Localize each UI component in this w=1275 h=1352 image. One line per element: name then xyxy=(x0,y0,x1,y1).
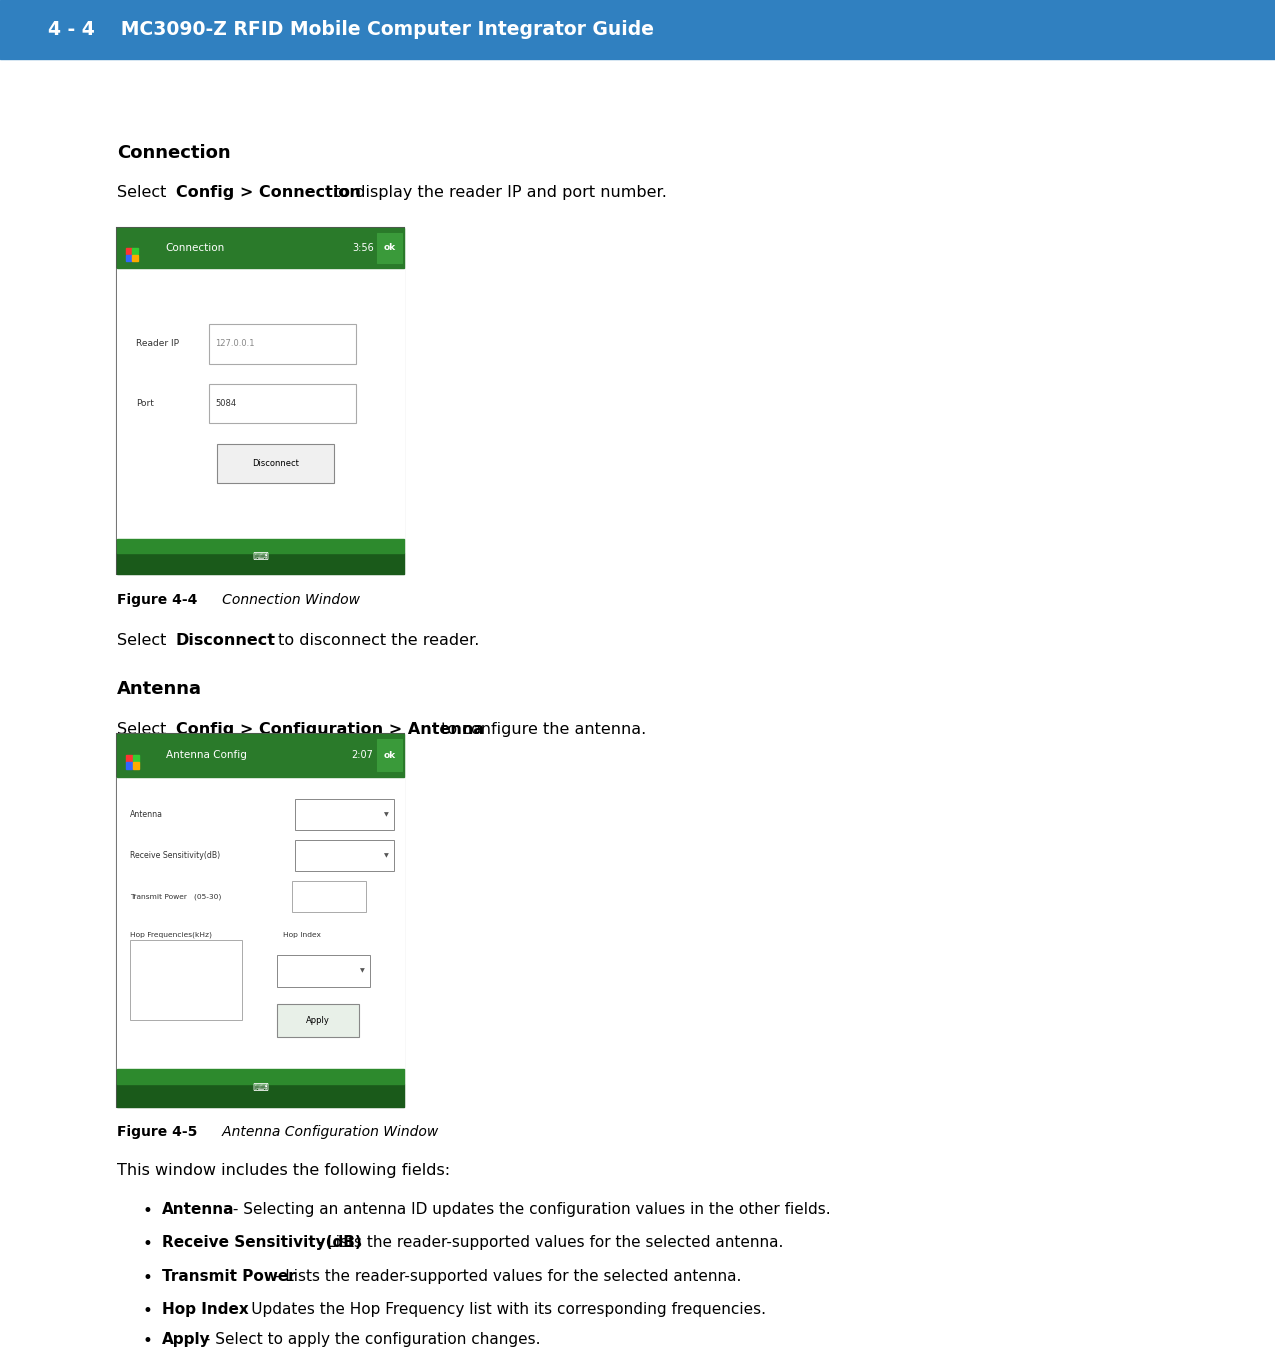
FancyBboxPatch shape xyxy=(295,799,394,830)
Text: - Updates the Hop Frequency list with its corresponding frequencies.: - Updates the Hop Frequency list with it… xyxy=(236,1302,766,1317)
Text: 3:56: 3:56 xyxy=(352,243,374,253)
Text: Select: Select xyxy=(117,633,172,648)
Text: Antenna Config: Antenna Config xyxy=(166,750,246,760)
Text: Select: Select xyxy=(117,185,172,200)
Text: ok: ok xyxy=(384,243,395,253)
Text: •: • xyxy=(143,1202,153,1220)
Text: This window includes the following fields:: This window includes the following field… xyxy=(117,1163,450,1178)
Text: Hop Index: Hop Index xyxy=(283,932,321,938)
Text: Hop Index: Hop Index xyxy=(162,1302,249,1317)
Bar xyxy=(0,0,1275,59)
Text: to disconnect the reader.: to disconnect the reader. xyxy=(273,633,479,648)
Bar xyxy=(117,734,404,776)
Text: Receive Sensitivity(dB): Receive Sensitivity(dB) xyxy=(162,1236,362,1251)
Text: to configure the antenna.: to configure the antenna. xyxy=(436,722,646,737)
Bar xyxy=(133,254,138,261)
Text: ▼: ▼ xyxy=(384,853,389,859)
Text: 4 - 4    MC3090-Z RFID Mobile Computer Integrator Guide: 4 - 4 MC3090-Z RFID Mobile Computer Inte… xyxy=(48,20,654,39)
Bar xyxy=(133,763,139,769)
Text: •: • xyxy=(143,1332,153,1349)
Bar xyxy=(126,249,131,254)
Text: Figure 4-4: Figure 4-4 xyxy=(117,592,198,607)
Text: to display the reader IP and port number.: to display the reader IP and port number… xyxy=(329,185,667,200)
Bar xyxy=(126,254,131,261)
Text: ▼: ▼ xyxy=(360,969,365,973)
Text: Connection: Connection xyxy=(166,243,224,253)
FancyBboxPatch shape xyxy=(217,443,334,483)
Bar xyxy=(126,756,133,761)
Text: Connection: Connection xyxy=(117,143,231,161)
Text: Connection Window: Connection Window xyxy=(209,592,360,607)
Bar xyxy=(117,553,404,575)
Bar xyxy=(117,776,404,1069)
Text: - Lists the reader-supported values for the selected antenna.: - Lists the reader-supported values for … xyxy=(270,1270,742,1284)
FancyBboxPatch shape xyxy=(209,324,356,364)
Text: ⌨: ⌨ xyxy=(252,552,269,562)
Bar xyxy=(126,763,133,769)
Text: - Lists the reader-supported values for the selected antenna.: - Lists the reader-supported values for … xyxy=(312,1236,784,1251)
Text: Antenna: Antenna xyxy=(117,680,203,698)
Text: Hop Frequencies(kHz): Hop Frequencies(kHz) xyxy=(130,932,212,938)
FancyBboxPatch shape xyxy=(209,384,356,423)
FancyBboxPatch shape xyxy=(295,840,394,872)
Text: Antenna: Antenna xyxy=(130,810,163,819)
Text: Disconnect: Disconnect xyxy=(176,633,275,648)
Text: •: • xyxy=(143,1236,153,1253)
FancyBboxPatch shape xyxy=(277,956,370,987)
Text: 5084: 5084 xyxy=(215,399,237,408)
FancyBboxPatch shape xyxy=(277,1003,360,1037)
Text: Config > Configuration > Antenna: Config > Configuration > Antenna xyxy=(176,722,484,737)
Text: •: • xyxy=(143,1270,153,1287)
Text: Port: Port xyxy=(136,399,154,408)
Text: - Selecting an antenna ID updates the configuration values in the other fields.: - Selecting an antenna ID updates the co… xyxy=(228,1202,831,1217)
Text: Reader IP: Reader IP xyxy=(136,339,180,349)
Bar xyxy=(117,1084,404,1106)
FancyBboxPatch shape xyxy=(292,880,366,913)
Text: ▼: ▼ xyxy=(384,813,389,817)
Text: Disconnect: Disconnect xyxy=(252,458,298,468)
Text: Receive Sensitivity(dB): Receive Sensitivity(dB) xyxy=(130,852,221,860)
Text: Antenna Configuration Window: Antenna Configuration Window xyxy=(209,1125,439,1140)
Text: Select: Select xyxy=(117,722,172,737)
Bar xyxy=(377,738,402,772)
Bar xyxy=(117,228,404,268)
FancyBboxPatch shape xyxy=(117,228,404,575)
Bar xyxy=(117,539,404,553)
Text: ⌨: ⌨ xyxy=(252,1083,269,1092)
Text: 2:07: 2:07 xyxy=(352,750,374,760)
Text: Transmit Power   (05-30): Transmit Power (05-30) xyxy=(130,894,222,900)
Text: Apply: Apply xyxy=(162,1332,210,1347)
Bar xyxy=(117,1069,404,1084)
FancyBboxPatch shape xyxy=(130,941,242,1019)
Text: Figure 4-5: Figure 4-5 xyxy=(117,1125,198,1140)
Text: 127.0.0.1: 127.0.0.1 xyxy=(215,339,255,349)
Bar xyxy=(133,756,139,761)
Bar xyxy=(133,249,138,254)
Text: •: • xyxy=(143,1302,153,1321)
Bar xyxy=(117,268,404,539)
Bar xyxy=(377,233,402,264)
Text: Transmit Power: Transmit Power xyxy=(162,1270,296,1284)
FancyBboxPatch shape xyxy=(117,734,404,1106)
Text: Antenna: Antenna xyxy=(162,1202,235,1217)
Text: Config > Connection: Config > Connection xyxy=(176,185,361,200)
Text: Apply: Apply xyxy=(306,1015,330,1025)
Text: - Select to apply the configuration changes.: - Select to apply the configuration chan… xyxy=(200,1332,541,1347)
Text: ok: ok xyxy=(384,750,395,760)
